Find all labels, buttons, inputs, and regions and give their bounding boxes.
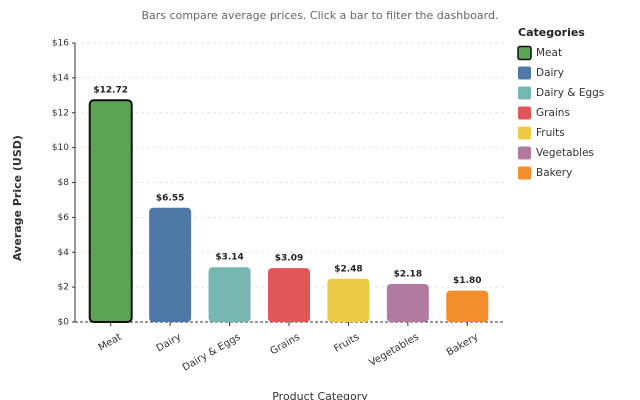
legend-label[interactable]: Meat: [536, 47, 562, 59]
value-label: $6.55: [156, 193, 184, 203]
legend-label[interactable]: Vegetables: [536, 147, 594, 159]
bar[interactable]: [446, 290, 489, 322]
value-label: $3.14: [215, 253, 243, 263]
y-tick-label: $10: [52, 143, 69, 153]
legend-swatch[interactable]: [517, 45, 532, 61]
x-tick-label: Bakery: [445, 332, 481, 359]
y-tick-label: $14: [52, 73, 69, 83]
legend-label[interactable]: Dairy & Eggs: [536, 87, 604, 99]
bar[interactable]: [327, 278, 370, 322]
legend-swatch[interactable]: [518, 166, 531, 180]
x-tick-label: Grains: [269, 332, 302, 358]
x-axis-label: Product Category: [272, 390, 368, 400]
legend-swatch[interactable]: [518, 86, 531, 100]
y-tick-label: $6: [58, 213, 70, 223]
x-tick-label: Dairy: [155, 332, 184, 355]
bar[interactable]: [268, 268, 310, 322]
y-tick-label: $16: [52, 39, 69, 49]
x-tick-label: Dairy & Eggs: [181, 332, 243, 374]
value-label: $1.80: [453, 276, 481, 286]
y-tick-label: $0: [58, 318, 70, 328]
legend-title: Categories: [518, 26, 585, 39]
legend-swatch[interactable]: [518, 66, 531, 80]
bar[interactable]: [386, 283, 429, 322]
y-tick-label: $12: [52, 108, 69, 118]
legend-label[interactable]: Dairy: [536, 67, 564, 79]
bar[interactable]: [149, 207, 192, 322]
chart-subtitle: Bars compare average prices. Click a bar…: [142, 9, 499, 22]
legend-swatch[interactable]: [518, 106, 531, 120]
value-label: $2.48: [334, 264, 362, 274]
y-tick-label: $8: [58, 178, 70, 188]
value-label: $2.18: [394, 269, 422, 279]
x-tick-label: Fruits: [332, 332, 361, 355]
legend-label[interactable]: Grains: [536, 107, 570, 119]
y-tick-label: $2: [58, 283, 69, 293]
legend-label[interactable]: Fruits: [536, 127, 565, 139]
value-label: $3.09: [275, 254, 303, 264]
x-tick-label: Meat: [97, 332, 124, 354]
bar[interactable]: [88, 99, 133, 323]
legend-label[interactable]: Bakery: [536, 167, 572, 179]
value-label: $12.72: [93, 86, 128, 96]
legend-swatch[interactable]: [518, 126, 531, 140]
legend-swatch[interactable]: [518, 146, 531, 160]
bar[interactable]: [208, 267, 251, 322]
y-axis-label: Average Price (USD): [11, 135, 24, 261]
y-tick-label: $4: [58, 248, 70, 258]
x-tick-label: Vegetables: [367, 332, 420, 369]
